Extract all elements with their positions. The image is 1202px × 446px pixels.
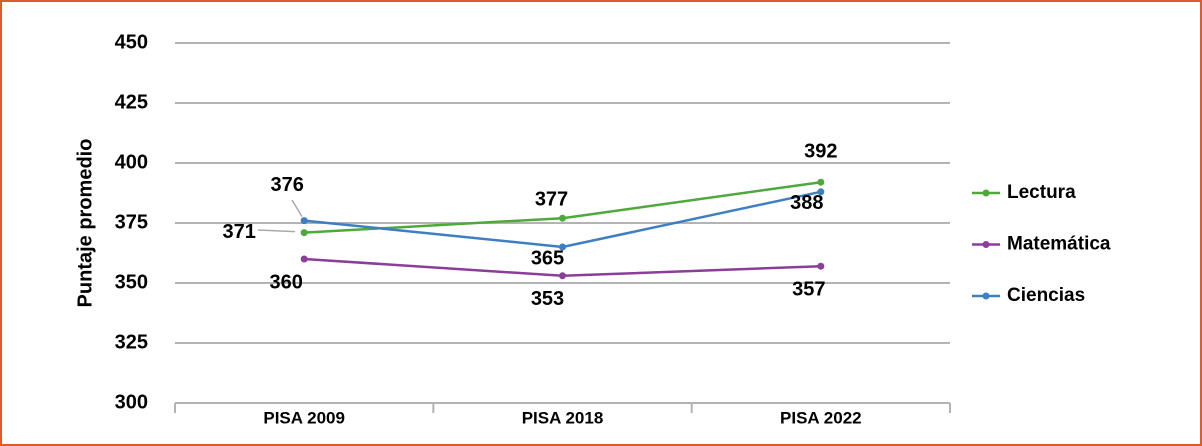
legend-label: Lectura <box>1007 182 1076 203</box>
x-tick-label: PISA 2022 <box>780 408 862 427</box>
data-label: 360 <box>269 271 302 293</box>
point <box>300 217 308 225</box>
leader-line <box>291 199 303 217</box>
point <box>817 188 825 196</box>
point <box>817 178 825 186</box>
point <box>559 272 566 280</box>
x-tick-label: PISA 2009 <box>263 408 345 427</box>
y-axis-label: Puntaje promedio <box>74 139 96 308</box>
y-tick-label: 425 <box>115 91 148 113</box>
point <box>559 243 566 251</box>
data-label: 377 <box>535 188 568 210</box>
data-label: 388 <box>790 192 823 214</box>
point <box>300 255 308 263</box>
data-label: 376 <box>270 174 303 196</box>
legend-marker <box>982 241 990 248</box>
data-label: 357 <box>792 278 825 300</box>
y-tick-label: 375 <box>115 211 148 233</box>
data-label: 353 <box>531 288 564 310</box>
data-label: 371 <box>222 221 255 243</box>
y-tick-label: 300 <box>115 391 148 413</box>
legend-marker <box>982 292 990 300</box>
point <box>300 229 308 237</box>
y-tick-label: 350 <box>115 271 148 293</box>
y-tick-label: 325 <box>115 331 148 353</box>
point <box>817 262 825 270</box>
legend-label: Ciencias <box>1007 285 1085 306</box>
data-label: 392 <box>804 140 837 162</box>
data-label: 365 <box>531 247 564 269</box>
x-tick-label: PISA 2018 <box>522 408 604 427</box>
y-tick-label: 400 <box>115 151 148 173</box>
leader-line <box>257 229 296 233</box>
point <box>559 214 566 222</box>
legend-label: Matemática <box>1007 234 1111 255</box>
legend-marker <box>982 189 990 197</box>
y-tick-label: 450 <box>115 31 148 53</box>
